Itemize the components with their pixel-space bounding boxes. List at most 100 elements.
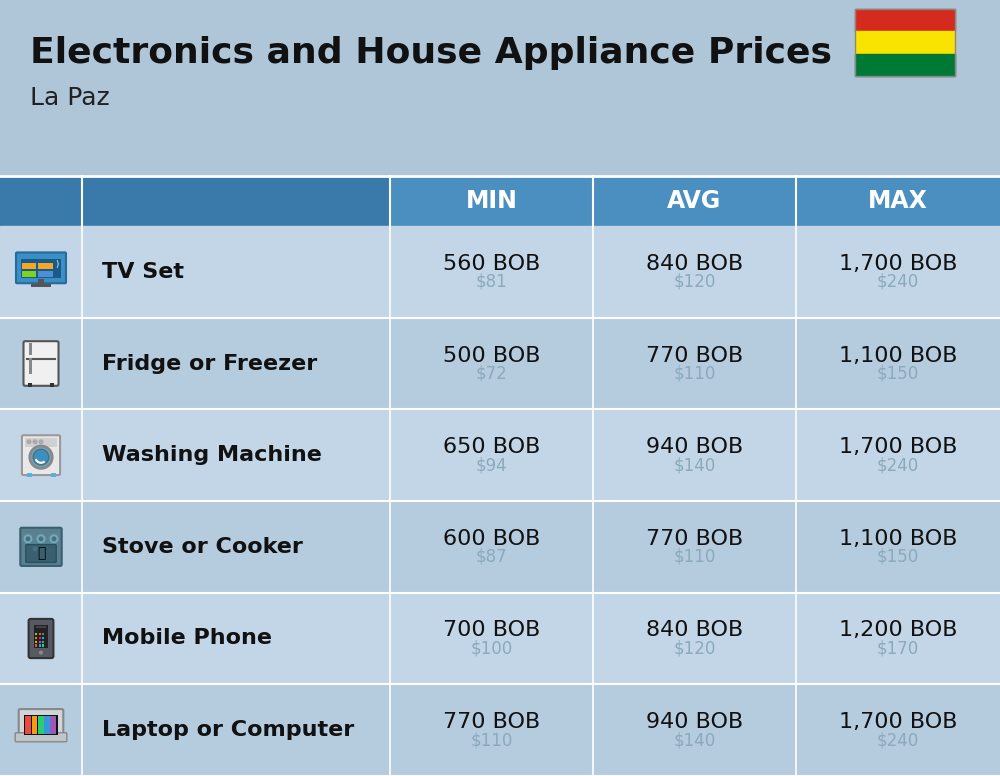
- Bar: [0, 501, 82, 593]
- Bar: [0, 176, 82, 226]
- Text: $240: $240: [877, 731, 919, 749]
- Text: $120: $120: [673, 273, 716, 291]
- Bar: [82, 501, 390, 593]
- Circle shape: [38, 536, 44, 542]
- Text: $94: $94: [476, 456, 507, 474]
- Bar: [82, 226, 390, 317]
- Bar: [390, 684, 593, 776]
- Text: $150: $150: [877, 548, 919, 566]
- Bar: [27, 473, 32, 476]
- Bar: [50, 383, 54, 387]
- Text: $240: $240: [877, 456, 919, 474]
- Text: 940 BOB: 940 BOB: [646, 712, 743, 733]
- Bar: [35, 644, 37, 646]
- Bar: [593, 226, 796, 317]
- Bar: [35, 636, 37, 639]
- Text: 650 BOB: 650 BOB: [443, 437, 540, 457]
- Bar: [25, 715, 31, 734]
- Bar: [82, 176, 390, 226]
- Text: $87: $87: [476, 548, 507, 566]
- Bar: [39, 633, 41, 636]
- Text: 700 BOB: 700 BOB: [443, 621, 540, 640]
- Circle shape: [38, 439, 44, 445]
- Circle shape: [32, 439, 38, 445]
- Bar: [855, 9, 955, 31]
- Text: $120: $120: [673, 639, 716, 657]
- Bar: [21, 259, 61, 279]
- Bar: [390, 409, 593, 501]
- Text: $140: $140: [673, 731, 716, 749]
- Bar: [796, 176, 1000, 226]
- Bar: [855, 9, 955, 76]
- Text: 770 BOB: 770 BOB: [646, 528, 743, 549]
- Text: ): ): [55, 260, 59, 268]
- Circle shape: [36, 534, 46, 544]
- Text: 840 BOB: 840 BOB: [646, 254, 743, 274]
- Text: $100: $100: [470, 639, 513, 657]
- Bar: [796, 317, 1000, 409]
- Text: 1,700 BOB: 1,700 BOB: [839, 712, 957, 733]
- Text: 1,100 BOB: 1,100 BOB: [839, 345, 957, 365]
- Text: 1,100 BOB: 1,100 BOB: [839, 528, 957, 549]
- Bar: [796, 501, 1000, 593]
- Bar: [796, 684, 1000, 776]
- Text: 560 BOB: 560 BOB: [443, 254, 540, 274]
- Circle shape: [26, 536, 30, 542]
- Text: $150: $150: [877, 365, 919, 383]
- Bar: [29, 358, 32, 374]
- Bar: [0, 317, 82, 409]
- Bar: [38, 715, 44, 734]
- Bar: [593, 593, 796, 684]
- Bar: [390, 593, 593, 684]
- Bar: [390, 226, 593, 317]
- Bar: [390, 176, 593, 226]
- Text: Stove or Cooker: Stove or Cooker: [102, 537, 303, 557]
- FancyBboxPatch shape: [29, 619, 53, 658]
- Text: Mobile Phone: Mobile Phone: [102, 629, 272, 649]
- Text: 🔥: 🔥: [37, 546, 45, 560]
- Bar: [0, 684, 82, 776]
- FancyBboxPatch shape: [20, 528, 62, 566]
- Text: $81: $81: [476, 273, 507, 291]
- Bar: [22, 263, 36, 268]
- Text: La Paz: La Paz: [30, 86, 110, 110]
- Bar: [593, 409, 796, 501]
- Bar: [34, 625, 48, 648]
- Bar: [50, 715, 56, 734]
- Bar: [42, 640, 44, 643]
- Bar: [42, 633, 44, 636]
- Bar: [35, 633, 37, 636]
- Text: Fridge or Freezer: Fridge or Freezer: [102, 354, 317, 373]
- Bar: [25, 438, 57, 447]
- Circle shape: [38, 650, 44, 655]
- Bar: [28, 383, 32, 387]
- Circle shape: [49, 534, 59, 544]
- Bar: [0, 409, 82, 501]
- Bar: [0, 226, 82, 317]
- Bar: [855, 31, 955, 54]
- Bar: [42, 636, 44, 639]
- Bar: [82, 409, 390, 501]
- Text: MIN: MIN: [466, 189, 517, 213]
- Bar: [593, 176, 796, 226]
- Bar: [0, 593, 82, 684]
- FancyBboxPatch shape: [22, 435, 60, 475]
- Bar: [22, 271, 36, 277]
- Text: 1,700 BOB: 1,700 BOB: [839, 254, 957, 274]
- Text: Washing Machine: Washing Machine: [102, 445, 322, 465]
- Text: $110: $110: [470, 731, 513, 749]
- Bar: [31, 284, 51, 287]
- Circle shape: [30, 446, 52, 469]
- Text: $240: $240: [877, 273, 919, 291]
- Bar: [796, 409, 1000, 501]
- Bar: [390, 501, 593, 593]
- Text: $72: $72: [476, 365, 507, 383]
- Bar: [38, 279, 44, 286]
- Bar: [44, 715, 50, 734]
- Text: 500 BOB: 500 BOB: [443, 345, 540, 365]
- Circle shape: [32, 546, 38, 551]
- Text: Laptop or Computer: Laptop or Computer: [102, 720, 354, 740]
- Circle shape: [26, 439, 32, 445]
- Bar: [36, 626, 46, 628]
- Bar: [796, 226, 1000, 317]
